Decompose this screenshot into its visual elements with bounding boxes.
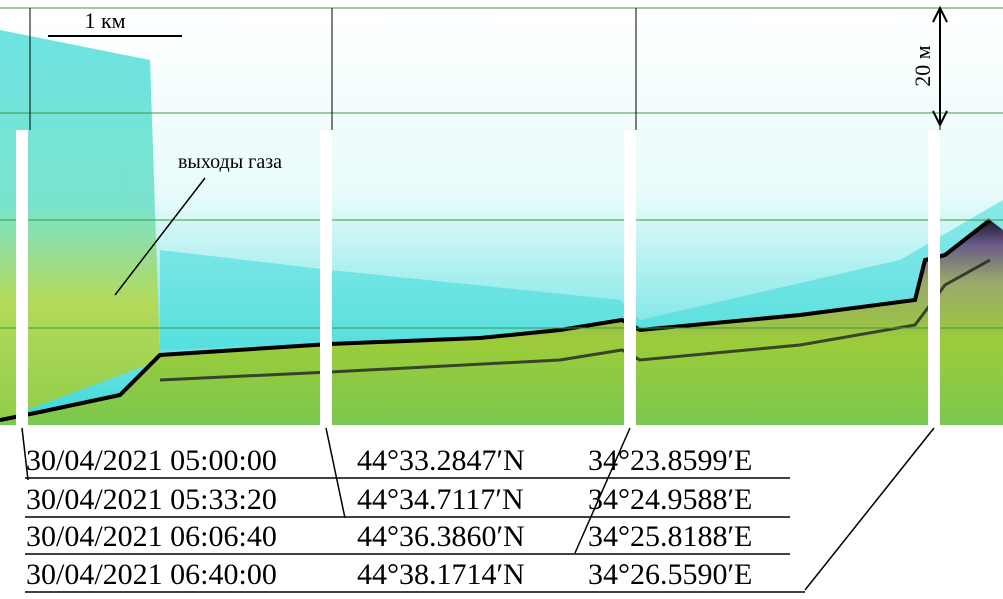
- marker-rows: 30/04/2021 05:00:00 44°33.2847′N 34°23.859…: [25, 444, 805, 593]
- sediment: [0, 220, 1003, 425]
- near-bottom-scatter: [160, 200, 1003, 350]
- longitude: 34°24.9588′E: [588, 483, 752, 516]
- marker-bar: [320, 130, 332, 425]
- latitude: 44°34.7117′N: [357, 483, 524, 516]
- scale-x-label: 1 км: [84, 8, 125, 33]
- marker-bar: [16, 130, 28, 425]
- gas-pointer: [114, 177, 206, 296]
- seabed: [0, 218, 992, 422]
- time: 30/04/2021 06:06:40: [26, 520, 277, 553]
- longitude: 34°26.5590′E: [588, 558, 752, 591]
- marker-row: 30/04/2021 06:40:00 44°38.1714′N 34°26.559…: [25, 558, 805, 593]
- marker-row: 30/04/2021 06:06:40 44°36.3860′N 34°25.818…: [25, 520, 790, 555]
- longitude: 34°25.8188′E: [588, 520, 752, 553]
- leaders: [21, 427, 935, 591]
- longitude: 34°23.8599′E: [588, 444, 752, 477]
- marker-row: 30/04/2021 05:33:20 44°34.7117′N 34°24.958…: [25, 483, 790, 518]
- time: 30/04/2021 06:40:00: [26, 558, 277, 591]
- markers: [16, 130, 940, 425]
- marker-bar: [928, 130, 940, 425]
- time: 30/04/2021 05:33:20: [26, 483, 277, 516]
- grid: [0, 7, 1003, 329]
- marker-bar: [624, 130, 636, 425]
- depth-scale: [932, 5, 948, 128]
- gas-plume: [0, 30, 160, 420]
- gas-label: выходы газа: [178, 151, 282, 173]
- latitude: 44°33.2847′N: [357, 444, 525, 477]
- marker-row: 30/04/2021 05:00:00 44°33.2847′N 34°23.859…: [25, 444, 790, 479]
- scale-y-label: 20 м: [910, 45, 935, 87]
- latitude: 44°36.3860′N: [357, 520, 525, 553]
- echogram: [0, 7, 1003, 425]
- latitude: 44°38.1714′N: [357, 558, 525, 591]
- time: 30/04/2021 05:00:00: [26, 444, 277, 477]
